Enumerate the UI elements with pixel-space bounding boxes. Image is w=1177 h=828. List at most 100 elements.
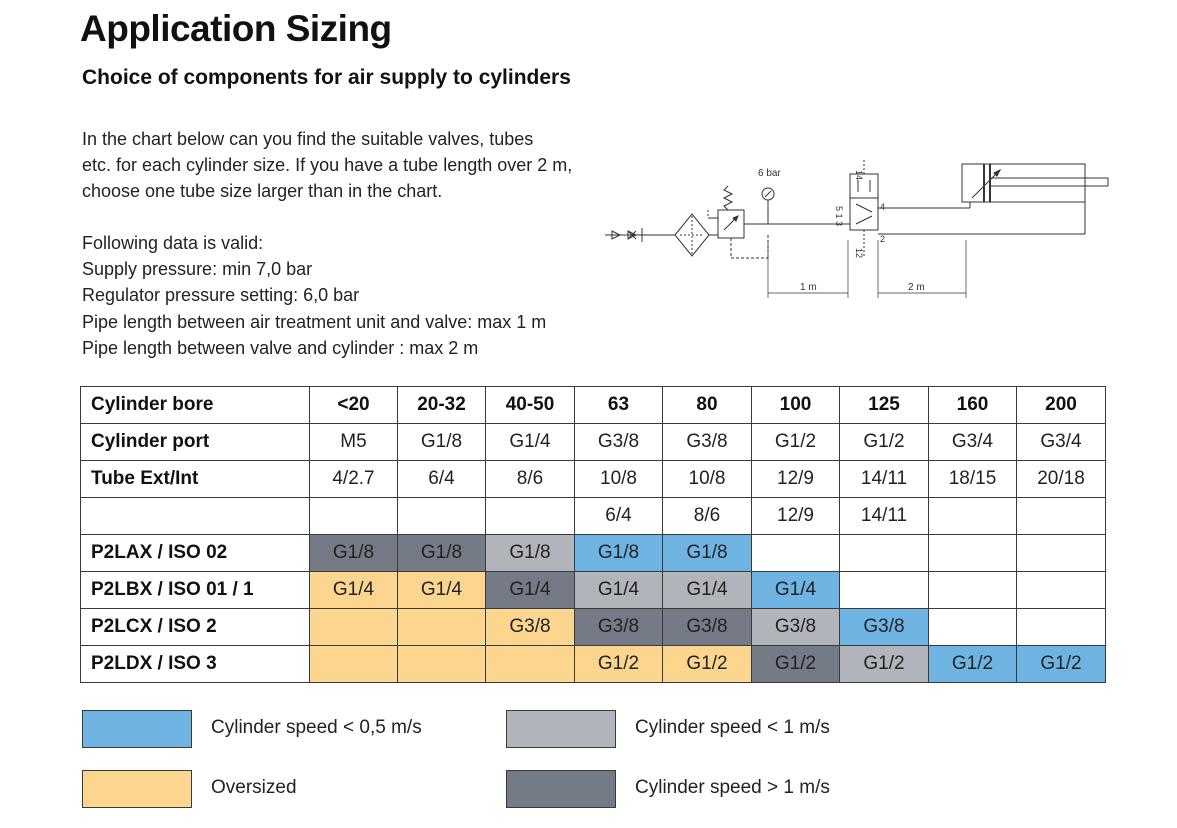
- table-cell: G3/8: [485, 608, 575, 646]
- legend-label-orange: Oversized: [211, 777, 297, 798]
- table-cell: G1/4: [751, 571, 840, 609]
- table-row: Tube Ext/Int 4/2.7 6/4 8/6 10/8 10/8 12/9 14/11…: [80, 460, 1106, 498]
- table-row: 6/4 8/6 12/9 14/11: [80, 497, 1106, 535]
- pressure-label: 6 bar: [758, 168, 781, 179]
- table-cell: G3/8: [662, 423, 752, 461]
- table-cell: G1/2: [751, 645, 840, 683]
- intro-line: etc. for each cylinder size. If you have…: [82, 155, 573, 175]
- table-cell: [485, 497, 575, 535]
- table-cell: 12/9: [751, 497, 840, 535]
- table-cell: G1/2: [928, 645, 1017, 683]
- pressure-gauge-icon: [761, 187, 775, 224]
- table-row: Cylinder port M5 G1/8 G1/4 G3/8 G3/8 G1/2 G1/2 G…: [80, 423, 1106, 461]
- table-cell: 14/11: [839, 460, 929, 498]
- table-row: P2LDX / ISO 3 G1/2 G1/2 G1/2 G1/2 G1/2 G1/2: [80, 645, 1106, 683]
- table-cell: [309, 497, 398, 535]
- table-cell: 200: [1016, 386, 1106, 424]
- table-cell: G3/4: [928, 423, 1017, 461]
- table-cell: G1/2: [574, 645, 663, 683]
- intro-line: choose one tube size larger than in the …: [82, 181, 443, 201]
- table-cell: [928, 534, 1017, 572]
- table-cell: [928, 608, 1017, 646]
- table-cell: [1016, 608, 1106, 646]
- pneumatic-diagram: 6 bar 14 4 5 1 3 2 12 1 m 2: [605, 160, 1109, 298]
- table-cell: 20-32: [397, 386, 486, 424]
- row-header: P2LCX / ISO 2: [80, 608, 310, 646]
- table-cell: 6/4: [574, 497, 663, 535]
- table-cell: G1/4: [485, 423, 575, 461]
- table-cell: 8/6: [485, 460, 575, 498]
- table-cell: 125: [839, 386, 929, 424]
- table-cell: [928, 571, 1017, 609]
- table-cell: G3/4: [1016, 423, 1106, 461]
- table-cell: G3/8: [574, 423, 663, 461]
- table-cell: [1016, 497, 1106, 535]
- table-cell: G1/2: [751, 423, 840, 461]
- table-cell: G1/8: [485, 534, 575, 572]
- table-cell: G1/2: [839, 423, 929, 461]
- table-cell: [928, 497, 1017, 535]
- row-header: Cylinder port: [80, 423, 310, 461]
- table-cell: G1/4: [485, 571, 575, 609]
- legend-swatch-blue: [82, 710, 192, 748]
- table-cell: G1/4: [574, 571, 663, 609]
- legend-swatch-light-gray: [506, 710, 616, 748]
- table-row: P2LCX / ISO 2 G3/8 G3/8 G3/8 G3/8 G3/8: [80, 608, 1106, 646]
- table-cell: 8/6: [662, 497, 752, 535]
- table-cell: M5: [309, 423, 398, 461]
- table-cell: 12/9: [751, 460, 840, 498]
- table-cell: G1/8: [397, 534, 486, 572]
- legend-label-dark-gray: Cylinder speed > 1 m/s: [635, 777, 830, 798]
- legend-label-blue: Cylinder speed < 0,5 m/s: [211, 717, 422, 738]
- legend-swatch-orange: [82, 770, 192, 808]
- table-cell: 20/18: [1016, 460, 1106, 498]
- table-cell: G1/8: [309, 534, 398, 572]
- table-cell: [1016, 534, 1106, 572]
- port-label: 2: [880, 234, 885, 244]
- table-cell: 80: [662, 386, 752, 424]
- table-cell: [397, 608, 486, 646]
- row-header: P2LDX / ISO 3: [80, 645, 310, 683]
- table-cell: [485, 645, 575, 683]
- table-cell: 6/4: [397, 460, 486, 498]
- table-cell: G1/8: [397, 423, 486, 461]
- table-cell: 4/2.7: [309, 460, 398, 498]
- row-header: [80, 497, 310, 535]
- dimension-label-valve: 1 m: [800, 282, 817, 293]
- table-cell: 10/8: [574, 460, 663, 498]
- port-label: 14: [854, 170, 864, 180]
- table-cell: G3/8: [662, 608, 752, 646]
- table-cell: [397, 645, 486, 683]
- table-cell: G1/8: [574, 534, 663, 572]
- port-label: 5 1 3: [834, 206, 844, 226]
- sizing-table: Cylinder bore <20 20-32 40-50 63 80 100 125 160 2…: [80, 386, 1106, 683]
- condition-item: Supply pressure: min 7,0 bar: [82, 259, 313, 280]
- table-cell: G1/2: [839, 645, 929, 683]
- table-cell: G3/8: [839, 608, 929, 646]
- table-cell: 160: [928, 386, 1017, 424]
- conditions-heading: Following data is valid:: [82, 233, 264, 253]
- table-cell: [309, 645, 398, 683]
- table-row: P2LAX / ISO 02 G1/8 G1/8 G1/8 G1/8 G1/8: [80, 534, 1106, 572]
- supply-inlet-icon: [605, 228, 675, 242]
- cylinder-icon: [961, 163, 1109, 208]
- table-cell: [309, 608, 398, 646]
- condition-item: Pipe length between air treatment unit a…: [82, 311, 547, 332]
- table-row: P2LBX / ISO 01 / 1 G1/4 G1/4 G1/4 G1/4 G1/4 G1…: [80, 571, 1106, 609]
- table-cell: [751, 534, 840, 572]
- table-cell: <20: [309, 386, 398, 424]
- port-label: 4: [880, 202, 885, 212]
- conditions-block: Following data is valid: Supply pressure…: [82, 230, 546, 361]
- table-cell: [839, 571, 929, 609]
- table-cell: 18/15: [928, 460, 1017, 498]
- table-cell: [1016, 571, 1106, 609]
- page-subtitle: Choice of components for air supply to c…: [82, 66, 571, 89]
- row-header: Tube Ext/Int: [80, 460, 310, 498]
- row-header: P2LBX / ISO 01 / 1: [80, 571, 310, 609]
- tubing-lines: [878, 202, 1086, 235]
- table-row: Cylinder bore <20 20-32 40-50 63 80 100 125 160 2…: [80, 386, 1106, 424]
- table-cell: 100: [751, 386, 840, 424]
- table-cell: [397, 497, 486, 535]
- condition-item: Pipe length between valve and cylinder :…: [82, 337, 479, 358]
- filter-icon: [674, 213, 710, 257]
